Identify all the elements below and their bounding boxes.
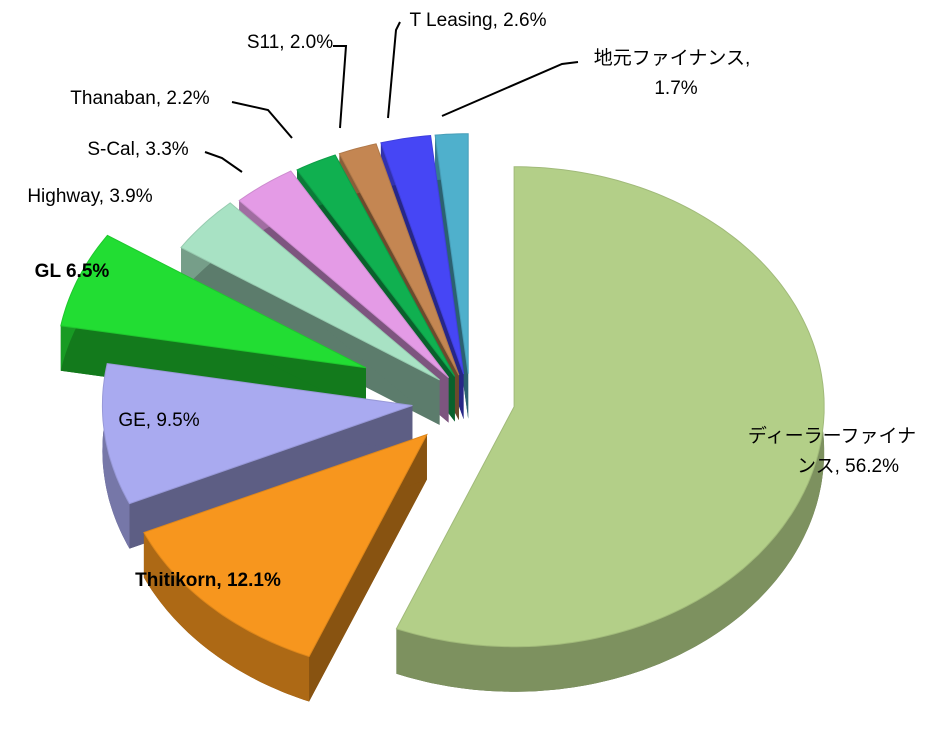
data-label: ンス, 56.2% [797,456,899,477]
data-label: GE, 9.5% [118,410,199,431]
data-label: S11, 2.0% [247,32,333,53]
data-label: T Leasing, 2.6% [410,10,547,31]
slice [238,170,449,378]
slice [380,134,465,375]
data-label: S-Cal, 3.3% [87,139,188,160]
slice-side [143,532,310,702]
data-label: 1.7% [654,78,697,99]
slice [338,143,460,376]
slice [395,166,825,648]
slice [60,234,367,369]
data-label: ディーラーファイナ [748,425,916,447]
slice [434,133,469,374]
pie [60,133,825,702]
leader-line [441,61,579,117]
slice-wall [309,434,427,702]
slice [296,154,456,377]
leader-lines [204,21,579,173]
leader-line [204,151,243,173]
slice-side [102,363,130,549]
slice [101,362,413,505]
leader-line [231,101,293,139]
data-label: GL 6.5% [35,261,110,282]
slice-wall [181,247,440,425]
slice [143,433,428,658]
data-label: Thitikorn, 12.1% [135,570,281,591]
leader-line [387,21,401,119]
slice [180,202,440,381]
data-label: 地元ファイナンス, [594,47,751,69]
data-label: Thanaban, 2.2% [70,88,210,109]
data-label: Highway, 3.9% [27,186,152,207]
leader-line [333,45,348,129]
